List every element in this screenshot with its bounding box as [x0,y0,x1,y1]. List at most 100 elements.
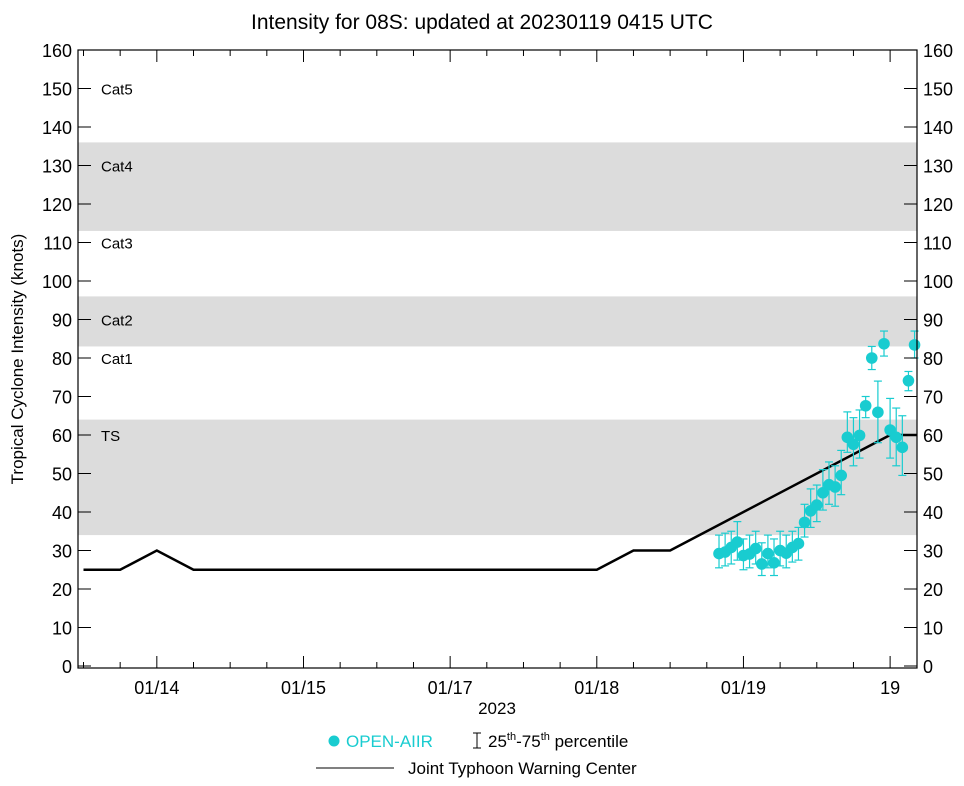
y-tick-label-right: 90 [923,311,943,331]
y-tick-label-right: 0 [923,657,933,677]
y-tick-label-left: 120 [42,195,72,215]
aiir-point [798,516,811,529]
y-tick-label-right: 50 [923,465,943,485]
y-tick-label-right: 10 [923,619,943,639]
band-label-ts: TS [101,428,120,445]
aiir-point [749,542,762,555]
aiir-observation [725,530,738,565]
y-tick-label-left: 90 [52,311,72,331]
y-tick-label-left: 10 [52,619,72,639]
aiir-observation [902,370,915,392]
aiir-point [878,337,890,350]
y-tick-label-left: 20 [52,580,72,600]
y-tick-label-left: 110 [43,234,72,254]
legend-errorbar-marker [473,732,481,749]
band-ts [78,419,917,536]
aiir-observation [749,530,762,565]
aiir-point [853,429,866,442]
legend-errorbar-label: 25th-75th percentile [488,731,628,751]
legend-points-label: OPEN-AIIR [346,732,433,751]
y-tick-label-left: 30 [52,542,72,562]
y-tick-label-left: 130 [42,157,72,177]
y-tick-label-right: 130 [923,157,953,177]
aiir-observation [872,380,884,444]
aiir-observation [865,345,878,371]
legend: OPEN-AIIR 25th-75th percentile Joint Typ… [316,731,637,778]
aiir-point [792,537,805,550]
aiir-observation [835,449,848,496]
aiir-point [829,481,841,493]
y-tick-label-right: 80 [923,349,943,369]
aiir-point [731,536,744,548]
aiir-observation [810,484,823,523]
y-tick-label-right: 120 [923,195,953,215]
y-tick-label-left: 140 [42,118,72,138]
y-tick-label-left: 60 [52,426,72,446]
category-labels: TS Cat1 Cat2 Cat3 Cat4 Cat5 [101,82,133,446]
aiir-observation [762,534,774,569]
y-tick-label-right: 20 [923,580,943,600]
band-label-cat3: Cat3 [101,236,133,253]
y-tick-label-right: 110 [923,234,952,254]
aiir-point [847,438,860,451]
x-axis: 01/14 01/15 01/17 01/18 01/19 19 [82,50,900,698]
aiir-observation [853,409,866,459]
y-tick-label-right: 160 [923,41,953,61]
band-label-cat4: Cat4 [101,159,133,176]
x-tick-label: 01/19 [721,678,766,698]
y-tick-label-left: 0 [62,657,72,677]
y-tick-label-left: 50 [52,465,72,485]
aiir-point [817,486,829,499]
x-tick-label: 01/18 [574,678,619,698]
band-label-cat5: Cat5 [101,82,133,99]
y-tick-label-right: 40 [923,503,943,523]
aiir-observation [890,407,903,467]
y-tick-label-right: 140 [923,118,953,138]
y-tick-label-left: 150 [42,80,72,100]
aiir-point [908,339,921,351]
aiir-point [896,441,909,454]
band-label-cat2: Cat2 [101,313,133,330]
y-tick-label-left: 160 [42,41,72,61]
aiir-point [768,557,780,569]
aiir-observation [755,542,768,577]
aiir-observation [847,417,860,467]
x-axis-label: 2023 [478,699,516,718]
y-tick-label-right: 30 [923,542,943,562]
aiir-point [859,399,872,412]
y-axis-label: Tropical Cyclone Intensity (knots) [8,234,27,485]
y-tick-label-right: 100 [923,272,953,292]
y-tick-label-right: 70 [923,388,943,408]
x-tick-label: 01/17 [428,678,473,698]
open-aiir-series [713,330,921,577]
aiir-point [902,374,915,387]
aiir-point [810,499,823,511]
y-tick-label-left: 40 [52,503,72,523]
chart-title: Intensity for 08S: updated at 20230119 0… [251,11,713,34]
jtwc-line [83,433,917,571]
y-axis: 0 0 10 10 20 20 30 30 40 40 50 50 60 60 70 70 80 80 90 90 10… [42,41,953,677]
aiir-observation [859,395,872,419]
y-tick-label-left: 80 [52,349,72,369]
x-tick-label: 19 [880,678,900,698]
x-tick-label: 01/14 [134,678,179,698]
legend-point-marker [328,735,340,747]
y-tick-label-left: 100 [42,272,72,292]
aiir-observation [792,526,805,561]
category-bands [78,142,917,536]
band-cat4 [78,142,917,231]
aiir-observation [878,330,890,357]
aiir-observation [817,469,829,511]
band-cat2 [78,296,917,347]
y-tick-label-left: 70 [52,388,72,408]
aiir-point [872,406,884,419]
aiir-point [755,558,768,570]
legend-line-label: Joint Typhoon Warning Center [408,759,637,778]
band-label-cat1: Cat1 [101,351,133,368]
aiir-point [890,431,903,444]
aiir-point [865,352,878,364]
aiir-point [762,547,774,560]
aiir-observation [798,503,811,538]
jtwc-series [83,433,917,571]
